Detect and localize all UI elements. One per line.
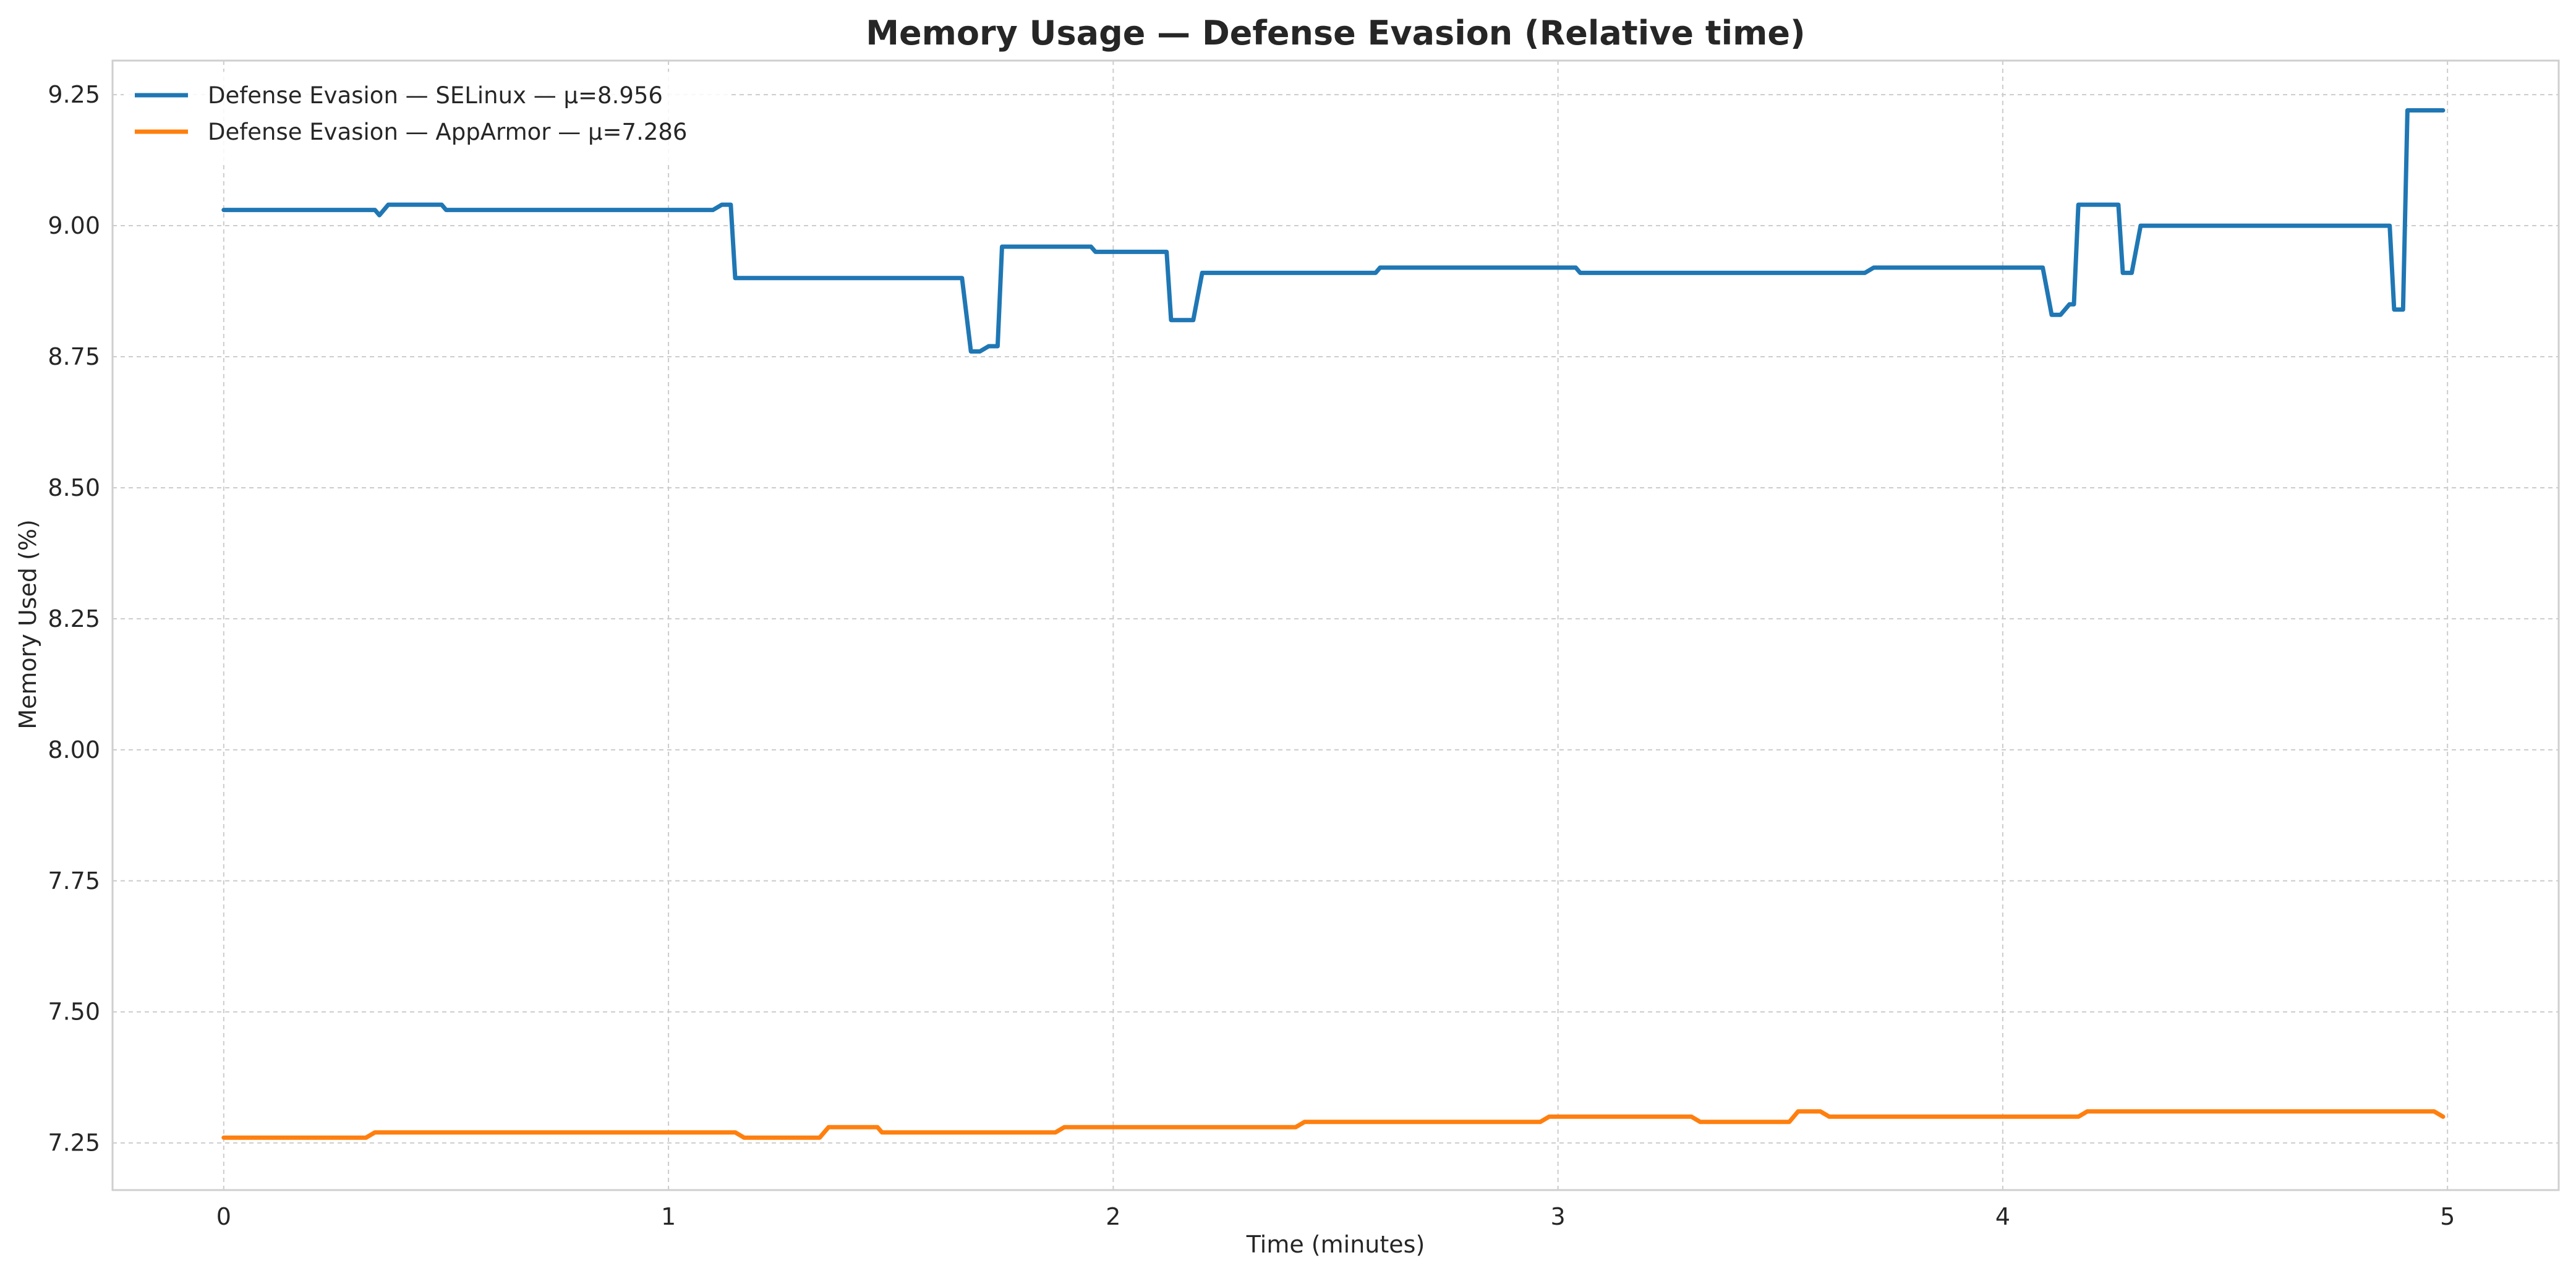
x-tick-label: 3 — [1551, 1203, 1566, 1230]
x-tick-label: 1 — [661, 1203, 676, 1230]
y-tick-label: 7.50 — [48, 998, 100, 1026]
tick-labels: 0 1 2 3 4 5 7.25 7.50 7.75 8.00 8.25 8.50 8.75 9.00 9.… — [48, 81, 2455, 1230]
x-tick-label: 0 — [216, 1203, 231, 1230]
y-tick-label: 8.75 — [48, 343, 100, 370]
chart-title: Memory Usage — Defense Evasion (Relative… — [866, 14, 1805, 53]
legend-entry: Defense Evasion — AppArmor — μ=7.286 — [208, 119, 687, 145]
x-tick-label: 4 — [1995, 1203, 2010, 1230]
x-tick-label: 2 — [1106, 1203, 1120, 1230]
y-tick-label: 7.25 — [48, 1129, 100, 1157]
series-line — [221, 1109, 2446, 1140]
plot-frame — [111, 59, 2560, 1191]
legend-box — [124, 72, 730, 164]
y-tick-label: 8.25 — [48, 605, 100, 632]
legend-entry: Defense Evasion — SELinux — μ=8.956 — [208, 82, 663, 109]
x-tick-label: 5 — [2440, 1203, 2455, 1230]
series-line — [221, 108, 2446, 354]
y-tick-label: 7.75 — [48, 867, 100, 895]
grid-lines — [113, 61, 2559, 1190]
y-axis-label: Memory Used (%) — [14, 519, 41, 729]
y-tick-label: 8.50 — [48, 474, 100, 501]
legend: Defense Evasion — SELinux — μ=8.956 Defen… — [124, 72, 730, 164]
y-tick-label: 9.25 — [48, 81, 100, 108]
y-tick-label: 8.00 — [48, 736, 100, 763]
series-lines — [221, 108, 2446, 1140]
y-tick-label: 9.00 — [48, 212, 100, 239]
x-axis-label: Time (minutes) — [1246, 1231, 1425, 1258]
